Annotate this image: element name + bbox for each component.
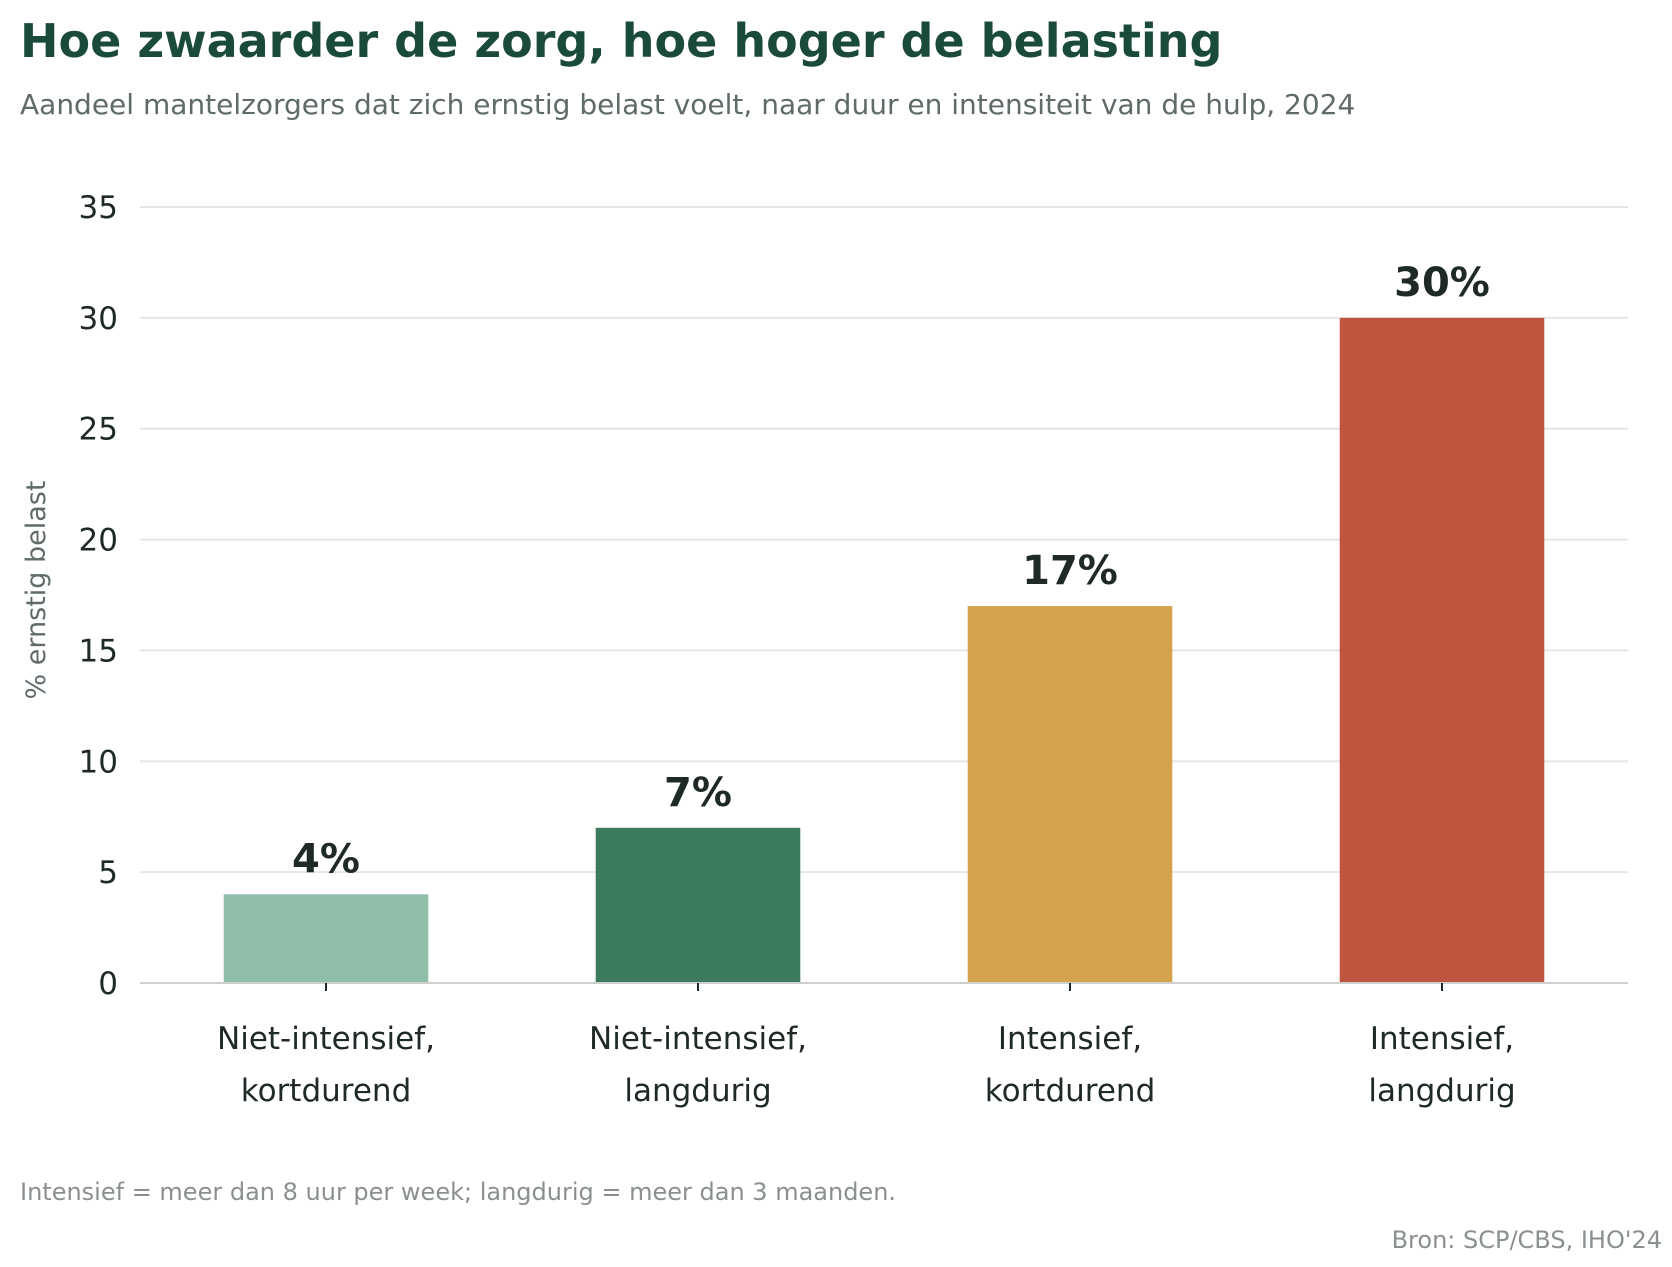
x-tick-label: Niet-intensief, (589, 1021, 807, 1057)
y-axis-ticks: 0 5 10 15 20 25 30 35 (79, 190, 118, 1002)
x-tick-label: kortdurend (985, 1073, 1156, 1109)
bar (1339, 317, 1545, 983)
bar-value-label: 30% (1394, 260, 1490, 306)
y-tick-label: 20 (79, 523, 118, 559)
bar-chart: 0 5 10 15 20 25 30 35 % ernstig belast 4% 7% 17% 3… (21, 190, 1628, 1109)
chart-subtitle: Aandeel mantelzorgers dat zich ernstig b… (20, 88, 1356, 121)
y-tick-label: 10 (79, 744, 118, 780)
y-tick-label: 5 (98, 855, 118, 891)
x-tick-label: langdurig (624, 1073, 771, 1109)
x-tick-label: Intensief, (1370, 1021, 1514, 1057)
source-note: Bron: SCP/CBS, IHO'24 (1391, 1226, 1662, 1254)
x-tick-label: kortdurend (241, 1073, 412, 1109)
bar-value-label: 4% (292, 836, 360, 882)
bar (595, 827, 801, 983)
y-tick-label: 30 (79, 301, 118, 337)
x-axis-ticks: Niet-intensief, kortdurend Niet-intensief,… (217, 983, 1516, 1109)
x-tick-label: Niet-intensief, (217, 1021, 435, 1057)
data-labels: 4% 7% 17% 30% (292, 260, 1490, 882)
x-tick-label: langdurig (1368, 1073, 1515, 1109)
bar (967, 606, 1173, 983)
y-axis-label: % ernstig belast (21, 481, 52, 700)
bar (223, 894, 429, 983)
bars (223, 317, 1545, 983)
bar-value-label: 17% (1022, 548, 1118, 594)
y-tick-label: 35 (79, 190, 118, 226)
y-tick-label: 25 (79, 412, 118, 448)
y-tick-label: 0 (98, 966, 118, 1002)
y-tick-label: 15 (79, 633, 118, 669)
chart-title: Hoe zwaarder de zorg, hoe hoger de belas… (20, 14, 1223, 68)
footnote: Intensief = meer dan 8 uur per week; lan… (20, 1178, 897, 1206)
bar-value-label: 7% (664, 770, 732, 816)
x-tick-label: Intensief, (998, 1021, 1142, 1057)
